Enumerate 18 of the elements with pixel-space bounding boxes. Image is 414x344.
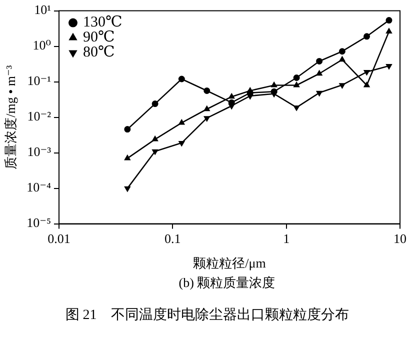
y-tick-label: 10⁻⁵ [26,215,51,230]
x-tick-label: 10 [394,231,406,246]
x-tick-label: 0.1 [164,231,181,246]
x-tick-label: 1 [283,231,290,246]
x-axis-title: 颗粒粒径/μm [193,256,266,271]
caption: 图 21 不同温度时电除尘器出口颗粒粒度分布 [64,306,350,324]
y-tick-label: 10⁰ [32,38,51,53]
legend-label: 90℃ [82,30,115,46]
y-tick-label: 10⁻¹ [27,73,52,88]
text: (b) 颗粒质量浓度 [178,274,276,292]
y-tick-label: 10¹ [34,2,52,18]
legend-label: 130℃ [82,14,122,31]
x-tick-label: 0.01 [48,231,70,246]
y-tick-label: 10⁻⁴ [26,180,52,195]
y-axis-title: 质量浓度/mg • m⁻³ [3,65,18,170]
legend-label: 80℃ [82,44,115,61]
y-tick-label: 10⁻² [27,108,52,124]
y-tick-label: 10⁻³ [27,144,52,160]
